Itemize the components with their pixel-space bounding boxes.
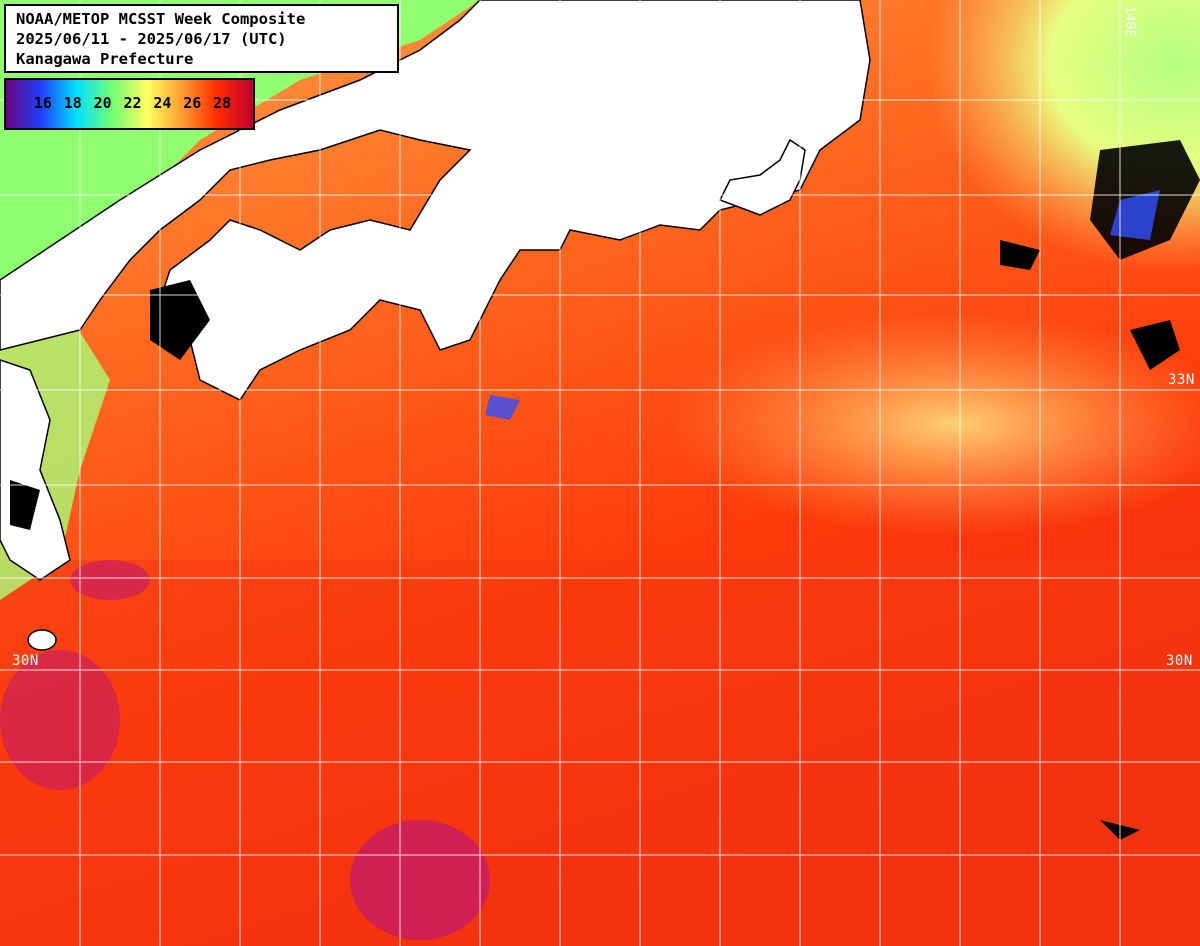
legend-tick: 18 [63,94,82,112]
lon-label-140e: 140E [1122,6,1137,37]
legend-gradient [6,80,253,128]
land-izu [718,138,806,216]
cool-spots [485,190,1160,420]
date-range: 2025/06/11 - 2025/06/17 (UTC) [16,30,287,48]
sea-warm-south [0,560,1200,946]
sea-purple-patch-2 [0,650,120,790]
sea-purple-patch [350,820,490,940]
legend-tick: 24 [153,94,172,112]
legend-tick: 16 [33,94,52,112]
land-island [27,629,57,651]
sea-purple-patch-3 [70,560,150,600]
lat-label-30n-left: 30N [12,653,39,669]
lat-label-30n-right: 30N [1166,653,1193,669]
lon-label-135e: 135E [482,6,497,37]
map-title-box: NOAA/METOP MCSST Week Composite 2025/06/… [4,4,399,73]
legend-tick: 22 [123,94,142,112]
legend-tick: 26 [183,94,202,112]
lat-label-33n: 33N [1168,372,1195,388]
region-name: Kanagawa Prefecture [16,50,194,68]
map-title: NOAA/METOP MCSST Week Composite [16,10,306,28]
color-legend: 16 18 20 22 24 26 28 [4,78,255,130]
legend-tick: 20 [93,94,112,112]
legend-labels: 16 18 20 22 24 26 28 [6,94,253,112]
legend-tick: 28 [213,94,232,112]
